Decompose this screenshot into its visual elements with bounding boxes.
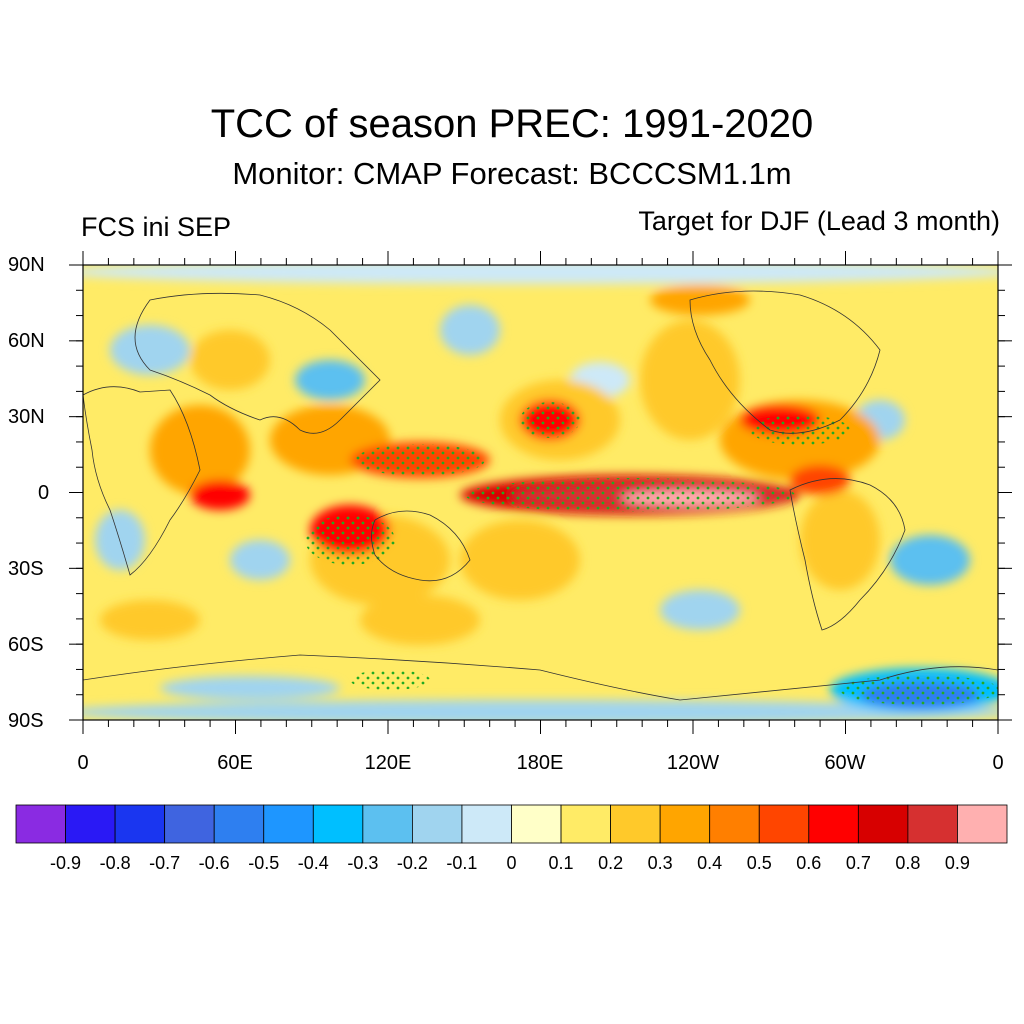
colorbar-swatch [263, 804, 314, 844]
colorbar-label: 0 [506, 853, 517, 873]
colorbar-swatch [362, 804, 413, 844]
colorbar-swatch [114, 804, 166, 844]
lon-label-120w: 120W [666, 752, 720, 774]
colorbar-swatch [461, 804, 512, 844]
colorbar-label: 0.7 [845, 853, 871, 873]
colorbar-label: -0.3 [347, 853, 379, 873]
colorbar-swatch [65, 804, 116, 844]
colorbar-label: -0.7 [149, 853, 181, 873]
colorbar-swatch [411, 804, 463, 844]
lon-label-60w: 60W [824, 752, 866, 774]
lon-label-60e: 60E [217, 752, 253, 774]
colorbar-label: -0.5 [248, 853, 280, 873]
colorbar-label: 0.1 [548, 853, 574, 873]
lat-label-90n: 90N [8, 254, 45, 276]
colorbar-swatch [15, 804, 66, 844]
colorbar-label: -0.2 [396, 853, 428, 873]
colorbar [15, 804, 1008, 844]
axis-ticks [69, 251, 1012, 734]
lon-label-0-east: 0 [992, 752, 1004, 774]
colorbar-label: -0.9 [50, 853, 82, 873]
colorbar-label: 0.8 [895, 853, 921, 873]
lat-label-90s: 90S [8, 710, 44, 732]
colorbar-label: 0.4 [697, 853, 723, 873]
map-subtitle: Monitor: CMAP Forecast: BCCCSM1.1m [232, 156, 792, 191]
map-title: TCC of season PREC: 1991-2020 [210, 102, 814, 146]
target-label: Target for DJF (Lead 3 month) [638, 206, 1000, 236]
lon-label-180e: 180E [516, 752, 564, 774]
colorbar-label: -0.4 [297, 853, 329, 873]
colorbar-swatch [164, 804, 215, 844]
colorbar-swatch [560, 804, 611, 844]
colorbar-swatch [758, 804, 810, 844]
colorbar-swatch [312, 804, 364, 844]
significance-stippling [305, 402, 998, 705]
colorbar-swatch [709, 804, 760, 844]
colorbar-label: -0.6 [198, 853, 230, 873]
lon-label-0: 0 [77, 752, 89, 774]
colorbar-swatch [511, 804, 562, 844]
colorbar-label: 0.6 [796, 853, 822, 873]
colorbar-swatch [213, 804, 265, 844]
lat-label-60n: 60N [8, 330, 45, 352]
lat-label-60s: 60S [8, 634, 44, 656]
colorbar-swatch [808, 804, 859, 844]
lat-label-0: 0 [38, 482, 50, 504]
colorbar-swatch [659, 804, 711, 844]
colorbar-label: -0.8 [99, 853, 131, 873]
colorbar-label: -0.1 [446, 853, 478, 873]
colorbar-swatch [957, 804, 1008, 844]
colorbar-label: 0.5 [746, 853, 772, 873]
colorbar-label: 0.9 [944, 853, 970, 873]
colorbar-swatch [857, 804, 909, 844]
colorbar-swatch [907, 804, 958, 844]
lon-label-120e: 120E [364, 752, 412, 774]
lat-label-30n: 30N [8, 406, 45, 428]
lat-label-30s: 30S [8, 558, 44, 580]
colorbar-label: 0.3 [647, 853, 673, 873]
colorbar-label: 0.2 [598, 853, 624, 873]
init-label: FCS ini SEP [81, 212, 232, 242]
coastlines [83, 290, 998, 720]
colorbar-swatch [610, 804, 661, 844]
